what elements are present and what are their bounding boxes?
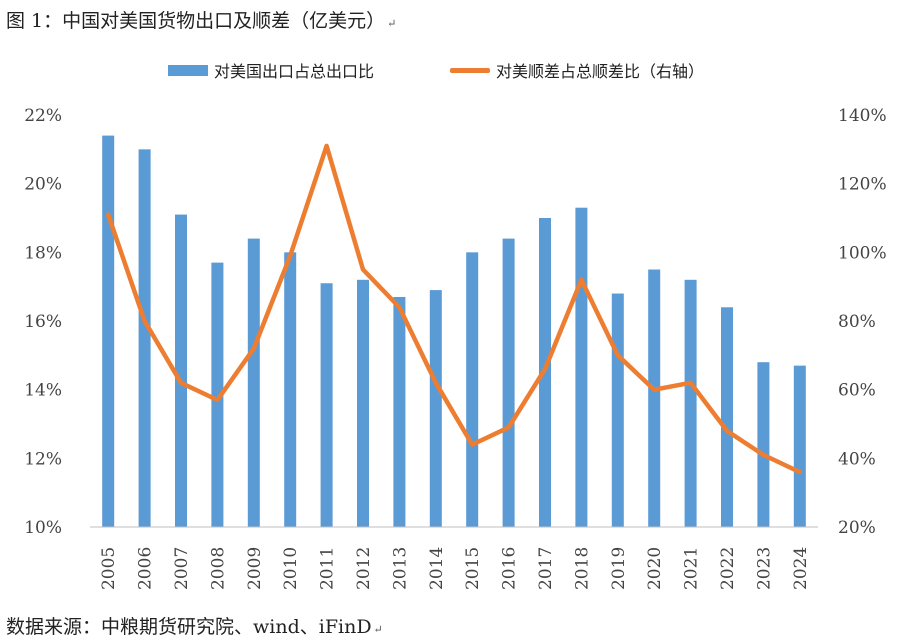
bar-2011: [320, 283, 333, 527]
bar-2012: [357, 279, 369, 527]
legend-item-line: 对美顺差占总顺差比（右轴）: [450, 58, 704, 82]
right-axis-tick-label: 60%: [838, 381, 876, 401]
x-axis-tick-label: 2010: [281, 547, 301, 590]
legend-item-bar: 对美国出口占总出口比: [168, 58, 374, 82]
x-axis-tick-label: 2011: [318, 547, 338, 590]
bar-2014: [429, 290, 442, 527]
legend-line-label: 对美顺差占总顺差比（右轴）: [496, 62, 705, 81]
bar-2024: [793, 365, 806, 527]
legend-bar-label: 对美国出口占总出口比: [214, 62, 375, 81]
left-axis-tick-label: 14%: [24, 381, 62, 401]
x-axis-tick-label: 2014: [427, 547, 447, 590]
bar-2009: [247, 238, 260, 527]
chart-legend: 对美国出口占总出口比 对美顺差占总顺差比（右轴）: [0, 58, 906, 82]
x-axis-tick-label: 2021: [682, 547, 702, 590]
source-note: 数据来源：中粮期货研究院、wind、iFinD ↵: [6, 616, 383, 638]
bar-2022: [721, 307, 733, 527]
x-axis-tick-label: 2018: [572, 547, 592, 590]
left-axis-tick-label: 18%: [24, 243, 62, 263]
bar-2021: [684, 279, 697, 527]
bar-2007: [175, 214, 187, 528]
right-axis-tick-label: 140%: [838, 106, 887, 126]
right-axis-tick-label: 120%: [838, 175, 887, 195]
bar-2013: [393, 296, 406, 527]
x-axis-tick-label: 2007: [172, 547, 192, 590]
right-axis-tick-label: 100%: [838, 243, 887, 263]
bar-2016: [502, 238, 515, 527]
paragraph-mark-icon: ↵: [373, 623, 383, 636]
bar-2005: [102, 135, 115, 527]
x-axis-tick-label: 2005: [99, 547, 119, 590]
x-axis-tick-label: 2009: [245, 547, 265, 590]
x-axis-tick-label: 2024: [791, 547, 811, 590]
bar-2019: [611, 293, 624, 527]
legend-line-swatch: [450, 67, 490, 73]
left-axis-tick-label: 20%: [24, 175, 62, 195]
figure-title: 图 1：中国对美国货物出口及顺差（亿美元） ↵: [6, 10, 397, 32]
bar-2006: [138, 149, 151, 528]
right-axis-tick-label: 80%: [838, 312, 876, 332]
bar-2018: [575, 207, 588, 527]
left-axis-tick-label: 12%: [24, 449, 62, 469]
x-axis-tick-label: 2015: [463, 547, 483, 590]
x-axis-tick-label: 2016: [500, 547, 520, 590]
x-axis-tick-label: 2023: [754, 547, 774, 590]
bar-2023: [757, 362, 770, 527]
legend-bar-swatch: [168, 64, 208, 76]
bar-2020: [648, 269, 661, 527]
left-axis-tick-label: 16%: [24, 312, 62, 332]
line-series-surplus-share: [105, 143, 803, 475]
bar-2008: [211, 262, 224, 527]
x-axis-tick-label: 2008: [208, 547, 228, 590]
x-axis-tick-label: 2020: [645, 547, 665, 590]
x-axis-tick-label: 2013: [390, 547, 410, 590]
left-axis-tick-label: 10%: [24, 518, 62, 538]
x-axis-tick-label: 2019: [609, 547, 629, 590]
bar-2015: [466, 252, 479, 528]
right-axis-tick-label: 40%: [838, 449, 876, 469]
x-axis-tick-label: 2006: [136, 547, 156, 590]
paragraph-mark-icon: ↵: [387, 17, 397, 30]
left-axis-tick-label: 22%: [24, 106, 62, 126]
x-axis-tick-label: 2017: [536, 547, 556, 590]
bar-2010: [284, 252, 297, 528]
right-axis-tick-label: 20%: [838, 518, 876, 538]
x-axis-tick-label: 2012: [354, 547, 374, 590]
x-axis-tick-label: 2022: [718, 547, 738, 590]
